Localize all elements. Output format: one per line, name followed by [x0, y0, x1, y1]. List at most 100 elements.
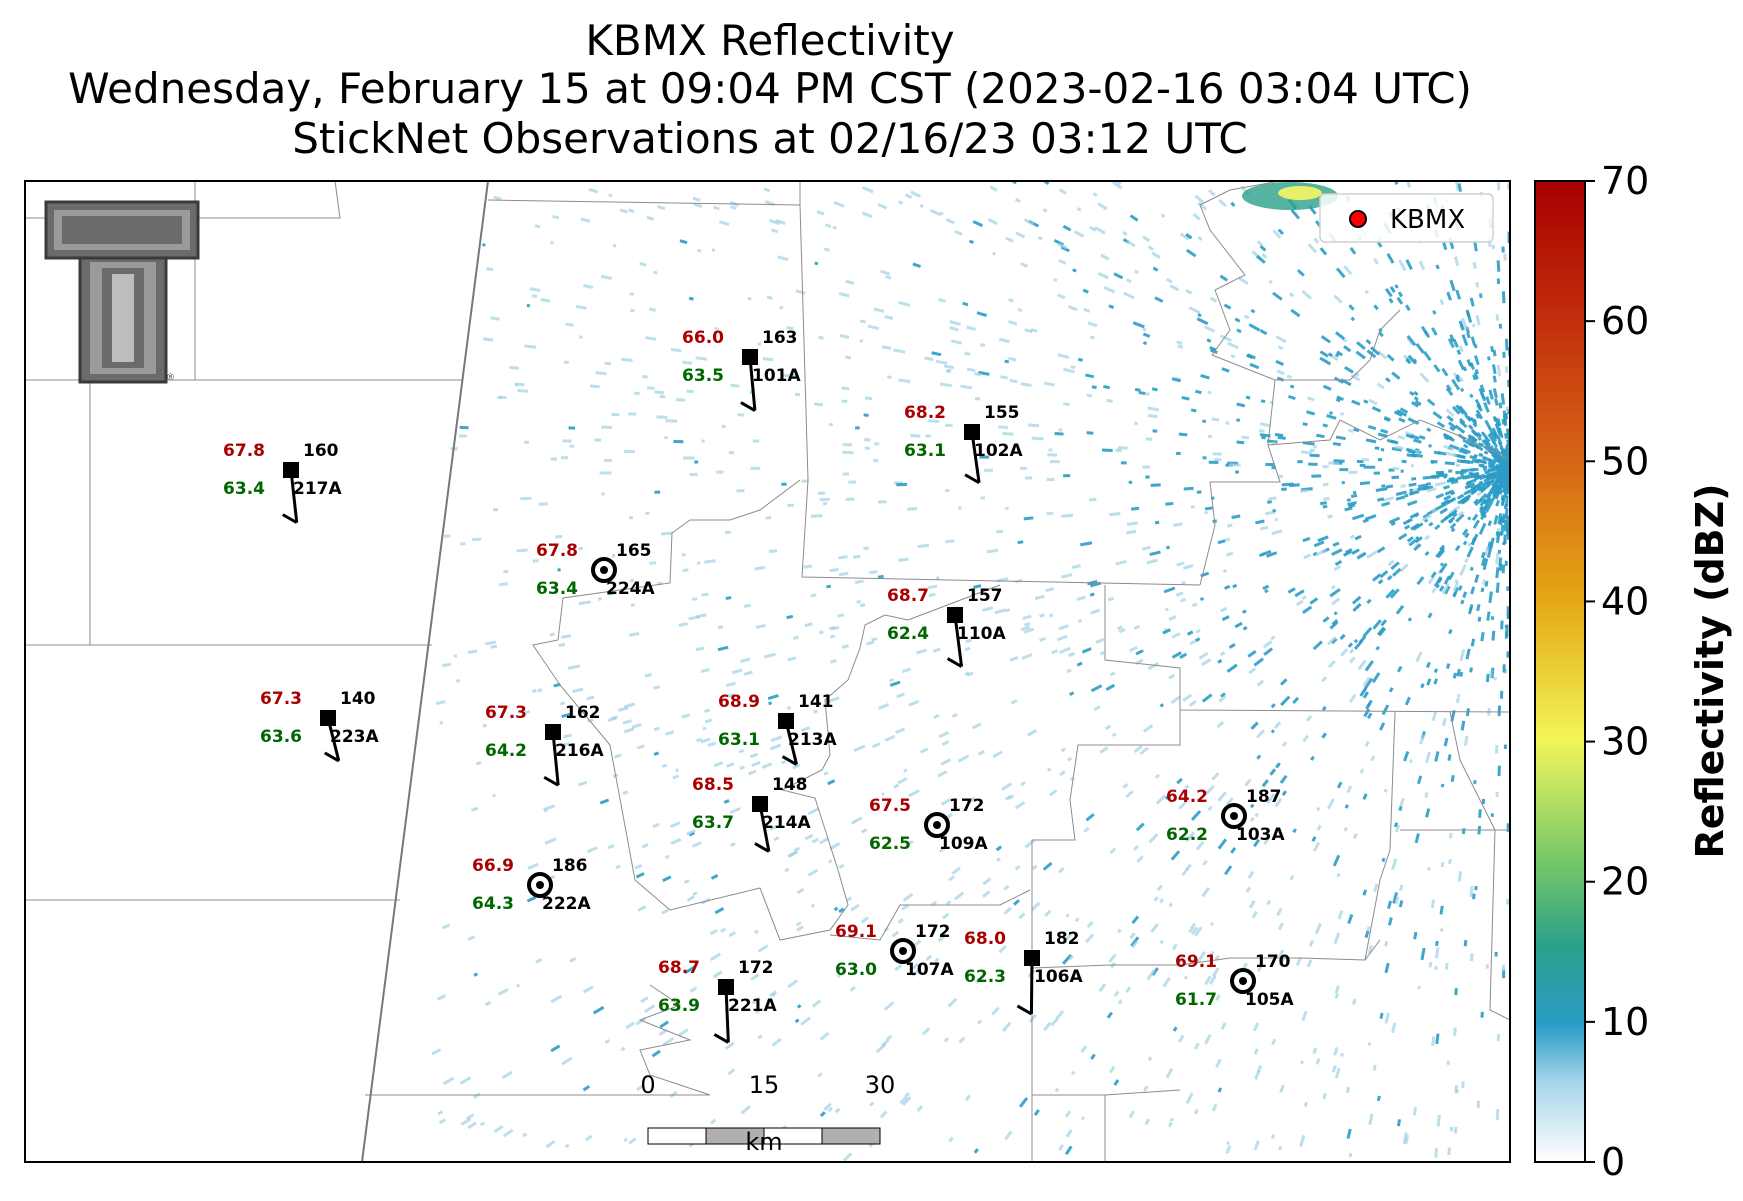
radar-echo — [1497, 479, 1505, 490]
radar-echo — [1160, 213, 1166, 218]
radar-echo — [1227, 341, 1239, 350]
radar-echo — [1464, 413, 1472, 422]
radar-echo — [1371, 406, 1382, 413]
station-marker-center — [600, 566, 608, 574]
radar-echo — [1028, 1013, 1037, 1023]
radar-echo — [1133, 625, 1140, 630]
radar-echo — [1346, 785, 1353, 793]
legend: KBMX — [1319, 193, 1494, 243]
radar-echo — [1204, 506, 1213, 511]
station-marker-square — [283, 462, 299, 478]
radar-echo — [842, 472, 850, 476]
radar-echo — [561, 712, 571, 719]
radar-echo — [903, 768, 908, 773]
radar-echo — [828, 859, 833, 864]
radar-echo — [1393, 410, 1403, 417]
radar-echo — [1388, 687, 1394, 693]
radar-echo — [1195, 841, 1205, 851]
radar-echo — [1490, 813, 1494, 817]
radar-echo — [550, 1044, 561, 1053]
station-wind-direction: 148 — [772, 775, 808, 795]
radar-echo — [1055, 1010, 1065, 1020]
radar-echo — [1439, 905, 1444, 915]
station-id: 105A — [1245, 990, 1294, 1010]
radar-echo — [1339, 411, 1345, 416]
radar-echo — [1183, 975, 1189, 980]
radar-echo — [738, 748, 745, 754]
radar-echo — [902, 893, 914, 902]
radar-echo — [1420, 683, 1425, 689]
radar-echo — [755, 1009, 761, 1015]
station-temperature: 68.9 — [718, 692, 760, 712]
radar-echo — [751, 997, 761, 1005]
radar-echo — [766, 295, 773, 300]
radar-echo — [1392, 466, 1400, 470]
radar-echo — [1385, 377, 1391, 383]
radar-echo — [1309, 597, 1319, 605]
radar-echo — [1225, 551, 1234, 557]
radar-echo — [1141, 545, 1151, 551]
radar-echo — [1444, 585, 1451, 595]
radar-echo — [717, 645, 729, 652]
radar-echo — [704, 559, 716, 564]
radar-echo — [1003, 884, 1010, 891]
radar-echo — [849, 985, 856, 992]
radar-echo — [1459, 447, 1471, 454]
radar-echo — [1306, 959, 1313, 968]
radar-echo — [1146, 968, 1156, 981]
radar-echo — [537, 688, 543, 693]
radar-echo — [567, 664, 581, 670]
radar-echo — [1362, 676, 1371, 687]
radar-echo — [1211, 772, 1220, 781]
radar-echo — [1327, 798, 1335, 810]
radar-echo — [1303, 553, 1312, 560]
radar-echo — [1088, 225, 1097, 232]
radar-echo — [1484, 546, 1490, 557]
radar-echo — [999, 409, 1006, 413]
radar-echo — [910, 434, 921, 438]
station-marker-square — [320, 710, 336, 726]
radar-echo — [747, 296, 752, 301]
radar-echo — [465, 1113, 475, 1121]
radar-echo — [898, 200, 904, 205]
radar-echo — [1398, 417, 1406, 423]
radar-echo — [1241, 435, 1250, 440]
radar-echo — [1456, 349, 1462, 356]
radar-echo — [1046, 511, 1054, 516]
radar-echo — [1351, 595, 1362, 605]
radar-echo — [864, 396, 873, 401]
radar-echo — [773, 836, 780, 842]
station-temperature: 69.1 — [835, 922, 877, 942]
radar-echo — [1294, 589, 1305, 598]
radar-echo — [1457, 585, 1463, 591]
radar-echo — [1351, 513, 1365, 521]
radar-echo — [935, 576, 940, 580]
radar-echo — [441, 923, 451, 930]
radar-echo — [838, 863, 845, 870]
radar-echo — [796, 1004, 802, 1009]
radar-echo — [757, 1034, 763, 1040]
radar-echo — [522, 1132, 528, 1138]
radar-echo — [1208, 974, 1217, 986]
radar-echo — [1113, 1079, 1120, 1086]
radar-echo — [1259, 328, 1268, 336]
radar-echo — [1423, 350, 1432, 362]
radar-echo — [1453, 1027, 1457, 1036]
radar-echo — [795, 921, 802, 927]
radar-echo — [460, 542, 466, 546]
radar-echo — [1457, 870, 1463, 882]
radar-echo — [1454, 544, 1461, 552]
radar-echo — [1381, 857, 1386, 863]
station-wind-direction: 162 — [565, 703, 601, 723]
radar-echo — [623, 702, 636, 709]
radar-echo — [1159, 898, 1164, 904]
radar-echo — [1253, 1022, 1260, 1032]
station-id: 217A — [293, 479, 342, 499]
station-wind-direction: 186 — [552, 856, 588, 876]
radar-echo — [1407, 449, 1416, 454]
radar-echo — [1181, 395, 1190, 401]
radar-echo — [1458, 345, 1464, 353]
radar-echo — [1406, 334, 1417, 347]
radar-echo — [1082, 288, 1089, 294]
